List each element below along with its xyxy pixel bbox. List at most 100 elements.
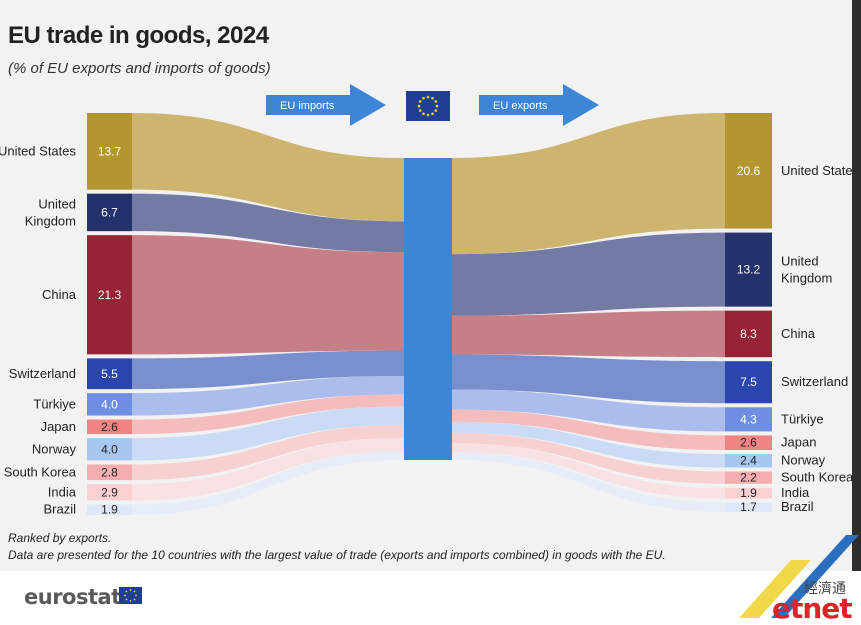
import-value-label: 4.0 — [101, 397, 118, 411]
import-flow-switzerland — [132, 350, 404, 390]
import-value-label: 21.3 — [98, 288, 122, 302]
export-flow-switzerland — [452, 354, 725, 404]
export-value-label: 1.7 — [740, 500, 757, 514]
import-bar-south-korea — [87, 464, 132, 481]
export-bar-t-rkiye — [725, 407, 772, 432]
export-country-label: Japan — [781, 435, 816, 450]
export-flow-china — [452, 310, 725, 358]
imports-arrow — [266, 84, 386, 126]
eu-flag-star — [435, 104, 439, 108]
eu-flag-star — [426, 113, 430, 117]
import-value-label: 13.7 — [98, 144, 122, 158]
export-bar-india — [725, 487, 772, 499]
export-value-label: 13.2 — [737, 263, 761, 277]
export-country-label: United States — [781, 163, 860, 178]
import-flow-norway — [132, 406, 404, 461]
import-flow-china — [132, 235, 404, 355]
import-flow-united-states — [132, 113, 404, 222]
note-data: Data are presented for the 10 countries … — [8, 548, 666, 562]
import-country-label: Norway — [32, 441, 77, 456]
etnet-logo: etnet — [772, 592, 853, 625]
import-value-label: 2.9 — [101, 485, 118, 499]
export-country-label: Türkiye — [781, 411, 824, 426]
export-flow-united-kingdom — [452, 232, 725, 316]
eu-flag-icon — [406, 91, 450, 121]
export-country-label: Norway — [781, 453, 826, 468]
export-value-label: 20.6 — [737, 164, 761, 178]
import-bar-india — [87, 484, 132, 501]
eu-flag-icon — [119, 587, 142, 604]
import-country-label: South Korea — [4, 464, 77, 479]
eu-flag-star — [422, 96, 425, 100]
chart-title: EU trade in goods, 2024 — [8, 22, 269, 49]
export-value-label: 8.3 — [740, 327, 757, 341]
export-country-label: Switzerland — [781, 374, 848, 389]
chart-subtitle: (% of EU exports and imports of goods) — [8, 60, 271, 77]
export-bar-japan — [725, 435, 772, 450]
export-flow-india — [452, 443, 725, 499]
export-bar-china — [725, 310, 772, 358]
eu-flag-star — [431, 96, 434, 100]
export-flow-brazil — [452, 452, 725, 512]
import-bar-china — [87, 235, 132, 355]
import-value-label: 2.6 — [101, 420, 118, 434]
import-value-label: 4.0 — [101, 442, 118, 456]
sankey-chart: 13.7 20.6 United States United States 6.7 13.… — [0, 84, 860, 517]
export-bar-norway — [725, 453, 772, 468]
export-bar-brazil — [725, 502, 772, 512]
export-bar-united-states — [725, 113, 772, 229]
export-value-label: 2.6 — [740, 436, 757, 450]
import-country-label: United States — [0, 143, 76, 158]
import-bar-t-rkiye — [87, 393, 132, 416]
eu-flag-star — [422, 112, 425, 116]
export-value-label: 1.9 — [740, 486, 757, 500]
exports-arrow — [479, 84, 599, 126]
eu-flag-star — [418, 109, 422, 112]
export-bar-switzerland — [725, 361, 772, 404]
import-country-label: Switzerland — [9, 366, 76, 381]
export-value-label: 2.4 — [740, 454, 757, 468]
eu-flag-star — [431, 112, 434, 116]
export-value-label: 7.5 — [740, 375, 757, 389]
import-flow-united-kingdom — [132, 193, 404, 253]
eu-flag-star — [417, 104, 421, 108]
export-flow-united-states — [452, 113, 725, 255]
export-country-label: United — [781, 254, 819, 269]
import-bar-japan — [87, 419, 132, 435]
import-country-label: Brazil — [43, 502, 76, 517]
import-value-label: 5.5 — [101, 367, 118, 381]
etnet-chinese-logo: 經濟通 — [804, 581, 846, 597]
import-country-label: Kingdom — [25, 213, 76, 228]
export-country-label: Brazil — [781, 499, 814, 514]
export-country-label: India — [781, 485, 810, 500]
eu-flag-star — [426, 95, 430, 99]
export-bar-united-kingdom — [725, 232, 772, 307]
right-edge-strip — [852, 0, 861, 571]
export-country-label: Kingdom — [781, 271, 832, 286]
export-flow-t-rkiye — [452, 389, 725, 432]
eu-hub-bar — [404, 158, 452, 460]
export-value-label: 4.3 — [740, 412, 757, 426]
import-bar-brazil — [87, 504, 132, 515]
export-country-label: South Korea — [781, 470, 854, 485]
import-flow-brazil — [132, 451, 404, 515]
import-bar-united-kingdom — [87, 193, 132, 232]
exports-arrow-label: EU exports — [493, 100, 548, 112]
export-flow-norway — [452, 421, 725, 468]
import-bar-united-states — [87, 113, 132, 190]
import-flow-india — [132, 437, 404, 501]
eu-flag-star — [434, 109, 438, 112]
export-flow-japan — [452, 409, 725, 450]
import-country-label: Japan — [41, 419, 76, 434]
import-country-label: United — [38, 196, 76, 211]
import-value-label: 1.9 — [101, 503, 118, 517]
import-flow-south-korea — [132, 424, 404, 481]
import-country-label: Türkiye — [33, 396, 76, 411]
note-ranking: Ranked by exports. — [8, 531, 112, 545]
import-bar-switzerland — [87, 358, 132, 390]
import-country-label: India — [48, 484, 77, 499]
eurostat-logo: eurostat — [24, 585, 121, 609]
export-country-label: China — [781, 326, 816, 341]
eu-flag-star — [418, 100, 422, 103]
import-country-label: China — [42, 287, 77, 302]
